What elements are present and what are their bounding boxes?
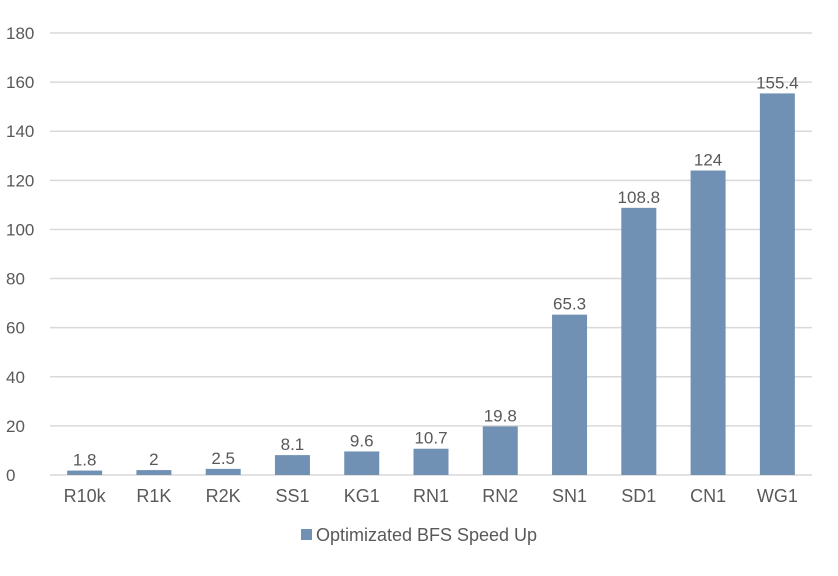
bar-rn1[interactable] bbox=[413, 448, 449, 475]
bar-ss1[interactable] bbox=[274, 455, 310, 475]
data-label: 10.7 bbox=[414, 429, 447, 448]
y-axis-tick-labels: 0 20 40 60 80 100 120 140 160 180 bbox=[6, 24, 34, 485]
x-tick-label: SS1 bbox=[275, 486, 309, 506]
bar-r10k[interactable] bbox=[67, 470, 103, 475]
bar-sn1[interactable] bbox=[552, 314, 588, 475]
data-label: 2.5 bbox=[211, 449, 235, 468]
x-axis-tick-labels: R10k R1K R2K SS1 KG1 RN1 RN2 SN1 SD1 CN1 WG1 bbox=[64, 486, 798, 506]
data-label: 19.8 bbox=[484, 406, 517, 425]
y-tick-label: 20 bbox=[6, 417, 25, 436]
bars bbox=[67, 93, 795, 475]
legend[interactable]: Optimizated BFS Speed Up bbox=[0, 525, 838, 546]
x-tick-label: RN2 bbox=[482, 486, 518, 506]
x-tick-label: SD1 bbox=[621, 486, 656, 506]
bar-rn2[interactable] bbox=[482, 426, 518, 475]
x-tick-label: KG1 bbox=[344, 486, 380, 506]
data-label: 124 bbox=[694, 151, 722, 170]
y-tick-label: 0 bbox=[6, 466, 15, 485]
data-label: 65.3 bbox=[553, 295, 586, 314]
x-tick-label: RN1 bbox=[413, 486, 449, 506]
y-tick-label: 60 bbox=[6, 319, 25, 338]
x-tick-label: R2K bbox=[206, 486, 241, 506]
y-tick-label: 140 bbox=[6, 122, 34, 141]
y-tick-label: 120 bbox=[6, 171, 34, 190]
legend-swatch bbox=[300, 529, 312, 540]
x-tick-label: WG1 bbox=[757, 486, 798, 506]
bar-cn1[interactable] bbox=[690, 170, 726, 475]
bar-r1k[interactable] bbox=[136, 470, 172, 475]
bar-wg1[interactable] bbox=[759, 93, 795, 475]
y-tick-label: 160 bbox=[6, 73, 34, 92]
data-labels: 1.8 2 2.5 8.1 9.6 10.7 19.8 65.3 108.8 124 155.4 bbox=[73, 73, 799, 469]
data-label: 108.8 bbox=[618, 188, 661, 207]
data-label: 8.1 bbox=[281, 435, 305, 454]
x-tick-label: R1K bbox=[136, 486, 171, 506]
y-tick-label: 180 bbox=[6, 24, 34, 43]
y-tick-label: 40 bbox=[6, 368, 25, 387]
bar-kg1[interactable] bbox=[344, 451, 380, 475]
data-label: 9.6 bbox=[350, 431, 374, 450]
y-tick-label: 80 bbox=[6, 270, 25, 289]
x-tick-label: CN1 bbox=[690, 486, 726, 506]
bar-sd1[interactable] bbox=[621, 207, 657, 475]
x-tick-label: SN1 bbox=[552, 486, 587, 506]
legend-label: Optimizated BFS Speed Up bbox=[315, 525, 538, 545]
data-label: 1.8 bbox=[73, 451, 97, 470]
x-tick-label: R10k bbox=[64, 486, 107, 506]
y-tick-label: 100 bbox=[6, 220, 34, 239]
bar-r2k[interactable] bbox=[205, 468, 241, 475]
data-label: 155.4 bbox=[756, 73, 799, 92]
data-label: 2 bbox=[149, 450, 158, 469]
gridlines bbox=[50, 32, 812, 476]
